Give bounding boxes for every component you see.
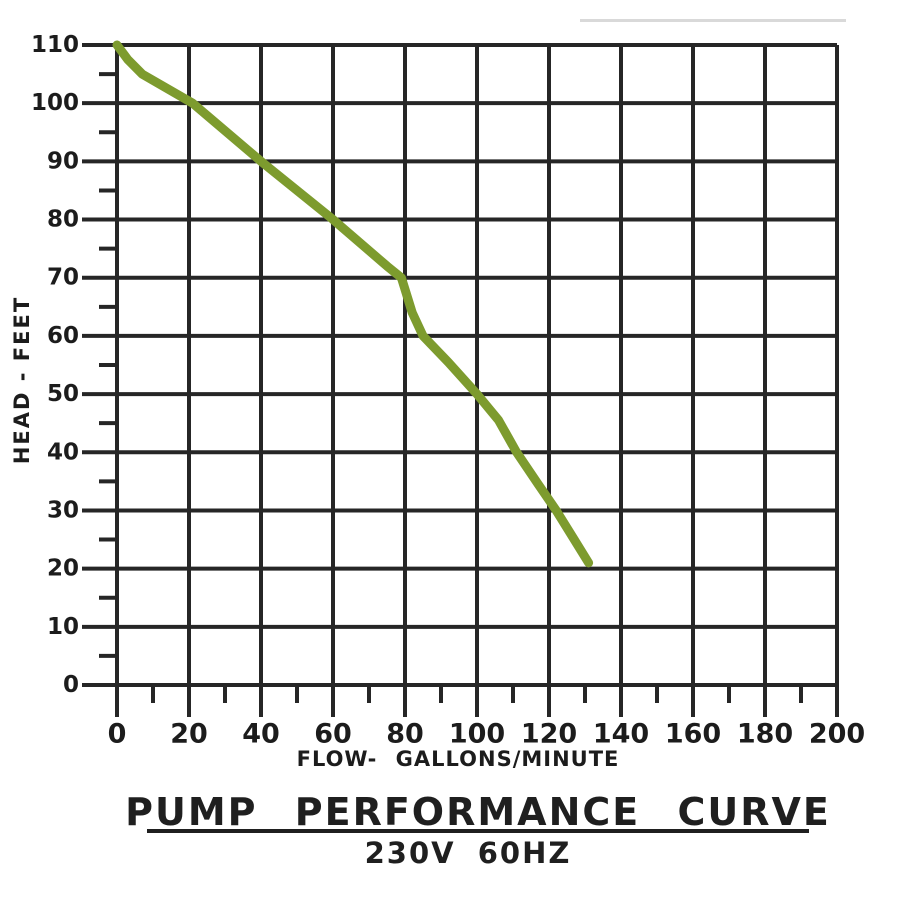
y-tick-label: 50 — [47, 381, 79, 407]
x-tick-label: 40 — [242, 719, 280, 750]
x-tick-label: 200 — [809, 719, 865, 750]
y-tick-label: 80 — [47, 207, 79, 233]
y-tick-label: 40 — [47, 439, 79, 465]
y-tick-label: 0 — [63, 672, 79, 698]
y-tick-label: 60 — [47, 323, 79, 349]
y-tick-label: 100 — [31, 90, 79, 116]
title-underline — [147, 829, 809, 833]
x-axis-title: FLOW- GALLONS/MINUTE — [296, 747, 620, 771]
x-tick-label: 0 — [108, 719, 127, 750]
x-tick-label: 20 — [170, 719, 208, 750]
y-tick-label: 90 — [47, 148, 79, 174]
x-tick-label: 160 — [665, 719, 721, 750]
y-axis-title: HEAD - FEET — [10, 295, 34, 465]
top-divider-line — [580, 19, 846, 22]
chart-subtitle: 230V 60HZ — [364, 836, 572, 870]
y-tick-label: 70 — [47, 265, 79, 291]
y-tick-label: 10 — [47, 614, 79, 640]
pump-curve-line — [112, 40, 594, 568]
x-tick-label: 140 — [593, 719, 649, 750]
y-tick-label: 110 — [31, 32, 79, 58]
y-tick-label: 20 — [47, 556, 79, 582]
x-tick-label: 100 — [449, 719, 505, 750]
x-tick-label: 60 — [314, 719, 352, 750]
chart-title: PUMP PERFORMANCE CURVE — [125, 790, 831, 834]
x-tick-label: 180 — [737, 719, 793, 750]
x-tick-label: 80 — [386, 719, 424, 750]
y-tick-label: 30 — [47, 497, 79, 523]
x-tick-label: 120 — [521, 719, 577, 750]
